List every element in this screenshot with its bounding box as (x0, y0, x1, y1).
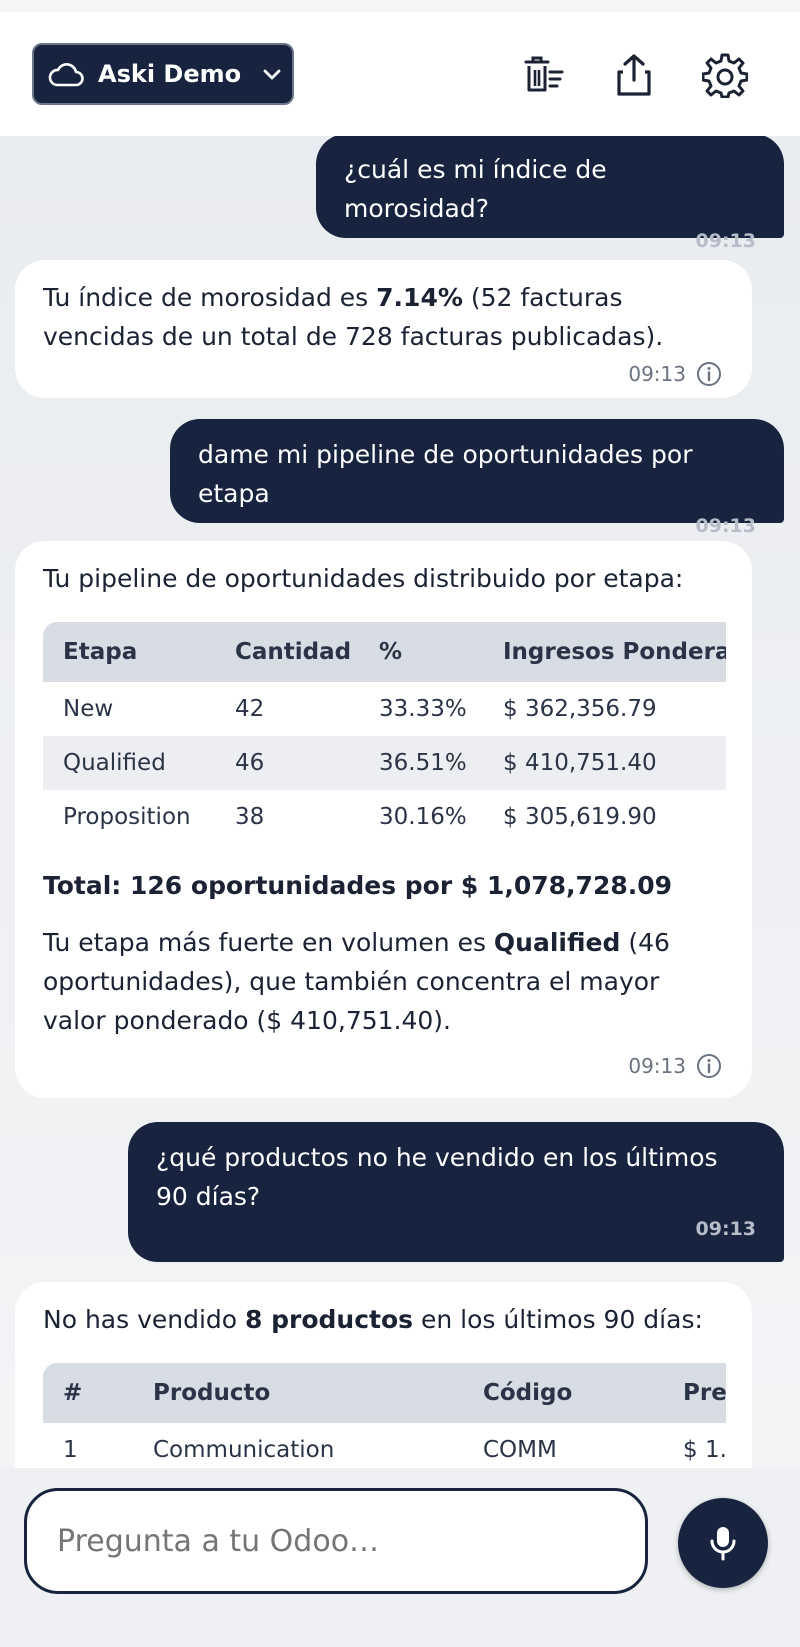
clear-chat-icon[interactable] (520, 52, 566, 98)
table-cell: 38 (235, 803, 265, 830)
table-cell: 42 (235, 695, 265, 722)
account-label: Aski Demo (98, 60, 242, 88)
table-cell: 36.51% (359, 736, 483, 790)
app-header: Aski Demo (0, 12, 800, 136)
table-cell: Proposition (63, 803, 191, 830)
microphone-button[interactable] (678, 1498, 768, 1588)
table-row: 1 Communication COMM $ 1.00 (43, 1423, 726, 1468)
pipeline-table: Etapa Cantidad % Ingresos Ponderados New… (43, 622, 726, 844)
message-text: Tu índice de morosidad es 7.14% (52 fact… (43, 283, 664, 351)
table-header: % (359, 622, 483, 682)
composer (0, 1468, 800, 1647)
message-text: dame mi pipeline de oportunidades por et… (198, 440, 693, 508)
message-text: Tu pipeline de oportunidades distribuido… (43, 564, 684, 593)
account-selector-button[interactable]: Aski Demo (32, 43, 294, 105)
cloud-icon (48, 63, 84, 87)
table-header: Producto (133, 1363, 463, 1423)
table-cell: $ 362,356.79 (503, 695, 657, 722)
message-text: No has vendido 8 productos en los último… (43, 1305, 703, 1334)
pipeline-total: Total: 126 oportunidades por $ 1,078,728… (43, 871, 673, 900)
table-row: Qualified 46 36.51% $ 410,751.40 (43, 736, 726, 790)
assistant-message: Tu pipeline de oportunidades distribuido… (15, 541, 752, 1098)
chevron-down-icon (263, 69, 281, 80)
assistant-message: No has vendido 8 productos en los último… (15, 1282, 752, 1468)
message-time: 09:13 (628, 361, 686, 386)
table-cell: $ 305,619.90 (503, 803, 657, 830)
table-header: Código (463, 1363, 663, 1423)
table-row: Proposition 38 30.16% $ 305,619.90 (43, 790, 726, 844)
table-cell: Qualified (43, 736, 215, 790)
chat-thread[interactable]: ¿cuál es mi índice de morosidad? 09:13 T… (0, 136, 800, 1468)
message-time: 09:13 (695, 515, 756, 537)
gear-icon[interactable] (702, 52, 748, 98)
table-cell: 46 (215, 736, 359, 790)
info-icon[interactable] (696, 1053, 722, 1079)
table-cell: 30.16% (379, 803, 467, 830)
user-message: dame mi pipeline de oportunidades por et… (170, 419, 784, 537)
share-icon[interactable] (611, 52, 657, 98)
table-header: Ingresos Ponderados (483, 622, 726, 682)
microphone-icon (710, 1527, 736, 1561)
table-header: # (43, 1363, 133, 1423)
user-message: ¿cuál es mi índice de morosidad? 09:13 (316, 136, 784, 252)
message-text: Tu etapa más fuerte en volumen es Qualif… (43, 928, 670, 1035)
message-time: 09:13 (628, 1053, 686, 1078)
message-time: 09:13 (695, 1218, 756, 1240)
table-header: Cantidad (215, 622, 359, 682)
user-message: ¿qué productos no he vendido en los últi… (128, 1122, 784, 1262)
message-text: ¿qué productos no he vendido en los últi… (156, 1143, 718, 1211)
message-input[interactable] (24, 1488, 648, 1594)
table-cell: 33.33% (379, 695, 467, 722)
status-strip (0, 0, 800, 12)
info-icon[interactable] (696, 361, 722, 387)
table-cell: 1 (63, 1436, 78, 1463)
message-time: 09:13 (695, 230, 756, 252)
products-table-container[interactable]: # Producto Código Precio 1 Communication… (43, 1363, 726, 1468)
message-text: ¿cuál es mi índice de morosidad? (344, 155, 607, 223)
table-cell: Communication (153, 1436, 335, 1463)
pipeline-table-container[interactable]: Etapa Cantidad % Ingresos Ponderados New… (43, 622, 726, 844)
table-header: Etapa (43, 622, 215, 682)
table-row: New 42 33.33% $ 362,356.79 (43, 682, 726, 736)
table-header: Precio (663, 1363, 726, 1423)
table-cell: New (63, 695, 114, 722)
products-table: # Producto Código Precio 1 Communication… (43, 1363, 726, 1468)
table-cell: $ 1.00 (683, 1436, 726, 1463)
table-cell: COMM (483, 1436, 557, 1463)
assistant-message: Tu índice de morosidad es 7.14% (52 fact… (15, 260, 752, 398)
table-cell: $ 410,751.40 (483, 736, 726, 790)
